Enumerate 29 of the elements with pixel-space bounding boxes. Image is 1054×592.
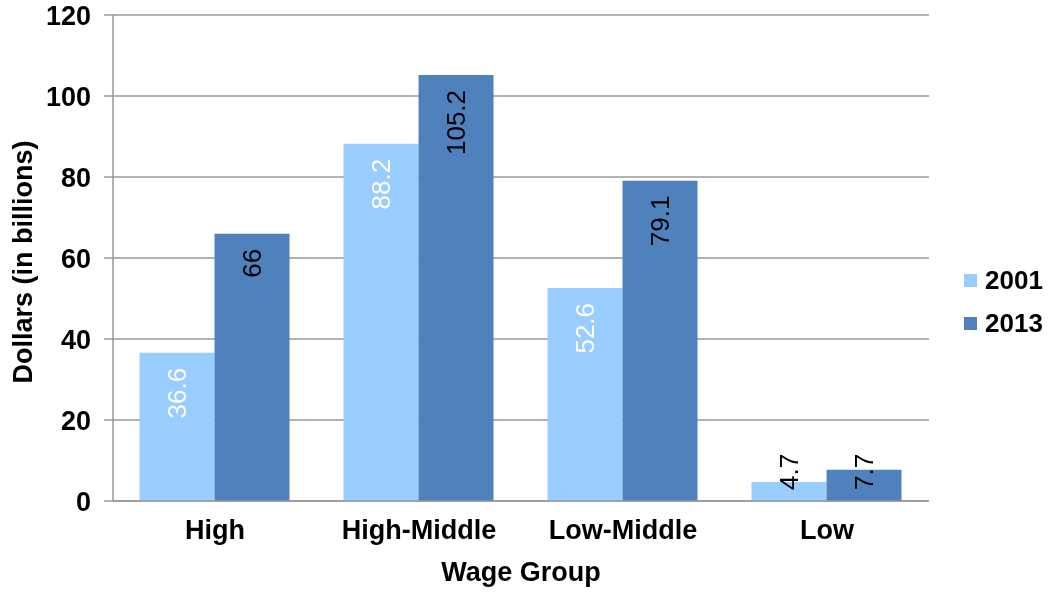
bar <box>214 233 290 501</box>
data-label: 36.6 <box>162 367 193 419</box>
y-tick-label: 120 <box>45 0 91 31</box>
data-label: 66 <box>237 248 268 278</box>
bar <box>418 74 494 501</box>
data-label: 88.2 <box>366 158 397 210</box>
legend-label: 2001 <box>985 264 1043 296</box>
x-axis-title: Wage Group <box>441 557 601 587</box>
bar <box>547 287 623 501</box>
y-tick-label: 40 <box>60 324 91 355</box>
data-label: 52.6 <box>570 302 601 354</box>
x-tick-label: Low-Middle <box>548 515 698 546</box>
y-tick-label: 60 <box>60 243 91 274</box>
x-tick-label: High-Middle <box>341 515 497 546</box>
y-tick-label: 0 <box>75 486 91 517</box>
bar <box>343 143 419 501</box>
y-tick-label: 100 <box>45 81 91 112</box>
x-tick-label: Low <box>800 515 855 546</box>
data-label: 105.2 <box>441 89 472 156</box>
y-tick-label: 20 <box>60 405 91 436</box>
y-axis-title: Dollars (in billions) <box>8 140 38 384</box>
x-tick-label: High <box>185 515 245 546</box>
bar <box>139 352 215 501</box>
legend-label: 2013 <box>985 307 1043 339</box>
data-label: 4.7 <box>774 453 805 490</box>
data-label: 79.1 <box>645 195 676 247</box>
data-label: 7.7 <box>849 453 880 490</box>
bar <box>622 180 698 501</box>
y-tick-label: 80 <box>60 162 91 193</box>
